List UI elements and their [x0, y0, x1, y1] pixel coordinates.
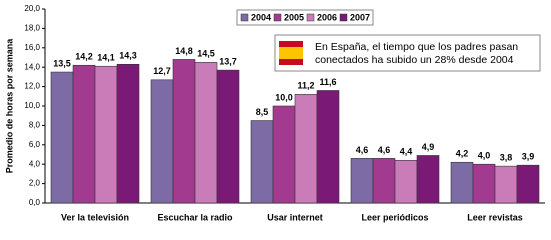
value-label: 13,5	[53, 58, 71, 68]
legend-swatch	[306, 13, 315, 22]
bar	[50, 71, 74, 204]
bar	[416, 155, 440, 204]
bar	[450, 161, 474, 204]
value-label: 4,9	[422, 142, 435, 152]
bar	[94, 65, 118, 204]
y-tick-label: 10,0	[24, 101, 40, 110]
annotation-line: conectados ha subido un 28% desde 2004	[315, 54, 514, 66]
bar	[516, 164, 540, 204]
annotation-frame	[274, 34, 541, 72]
legend-swatch	[240, 13, 249, 22]
value-label: 4,4	[400, 147, 413, 157]
y-tick-label: 6,0	[29, 140, 41, 149]
value-label: 14,2	[75, 52, 93, 62]
x-tick-label: Leer periódicos	[361, 212, 428, 222]
chart: Promedio de horas por semana En España, …	[4, 4, 545, 222]
flag-stripe	[279, 59, 303, 65]
y-axis-label: Promedio de horas por semana	[4, 38, 14, 174]
bar	[394, 160, 418, 204]
bar	[116, 63, 140, 204]
y-tick-label: 18,0	[24, 24, 40, 33]
y-tick-label: 20,0	[24, 4, 40, 13]
legend-label: 2007	[350, 12, 370, 22]
annotation-line: En España, el tiempo que los padres pasa…	[315, 41, 518, 53]
bar	[250, 120, 274, 204]
value-label: 4,2	[456, 149, 469, 159]
value-label: 10,0	[275, 92, 293, 102]
value-label: 13,7	[219, 56, 237, 66]
bar	[472, 163, 496, 204]
legend-label: 2006	[317, 12, 337, 22]
value-label: 14,3	[119, 51, 137, 61]
legend-frame	[236, 9, 374, 26]
bar	[72, 64, 96, 204]
x-tick-label: Escuchar la radio	[157, 212, 233, 222]
annotation-box: En España, el tiempo que los padres pasa…	[274, 34, 541, 72]
value-label: 4,0	[478, 151, 491, 161]
legend-label: 2004	[251, 12, 271, 22]
y-tick-label: 8,0	[29, 121, 41, 130]
legend-swatch	[273, 13, 282, 22]
bar	[216, 69, 240, 204]
y-tick-label: 4,0	[29, 159, 41, 168]
y-tick-label: 16,0	[24, 43, 40, 52]
flag-stripe	[279, 41, 303, 47]
value-label: 4,6	[378, 145, 391, 155]
y-tick-label: 12,0	[24, 82, 40, 91]
bar	[194, 62, 218, 204]
value-label: 3,8	[500, 153, 513, 163]
value-label: 14,5	[197, 49, 215, 59]
value-label: 3,9	[522, 152, 535, 162]
bar	[172, 59, 196, 204]
value-label: 11,2	[297, 81, 314, 91]
legend-swatch	[339, 13, 348, 22]
value-label: 14,8	[175, 46, 193, 56]
bar	[494, 165, 518, 204]
value-label: 14,1	[97, 53, 115, 63]
value-label: 11,6	[319, 77, 336, 87]
value-label: 8,5	[256, 107, 269, 117]
y-tick-label: 0,0	[29, 198, 41, 207]
bar	[150, 79, 174, 204]
y-tick-label: 14,0	[24, 62, 40, 71]
bar	[294, 94, 318, 204]
value-label: 4,6	[356, 145, 369, 155]
flag-stripe	[279, 47, 303, 59]
x-tick-label: Usar internet	[267, 212, 323, 222]
bar	[372, 158, 396, 204]
y-tick-label: 2,0	[29, 179, 41, 188]
x-tick-label: Leer revistas	[467, 212, 523, 222]
bar	[316, 90, 340, 204]
bar	[350, 158, 374, 204]
x-tick-label: Ver la televisión	[61, 212, 129, 222]
value-label: 12,7	[153, 66, 171, 76]
legend-label: 2005	[284, 12, 304, 22]
bar	[272, 105, 296, 204]
